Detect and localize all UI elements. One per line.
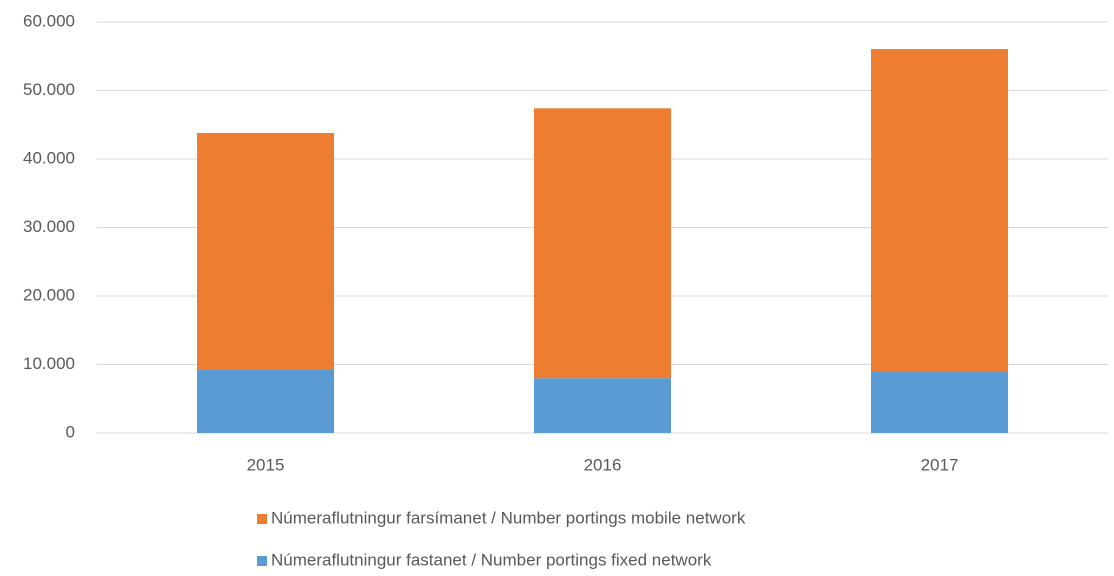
y-tick-label: 30.000 — [23, 217, 75, 236]
y-tick-label: 40.000 — [23, 148, 75, 167]
y-tick-label: 0 — [66, 422, 75, 441]
y-tick-label: 20.000 — [23, 285, 75, 304]
x-tick-label: 2015 — [247, 455, 285, 474]
y-tick-label: 60.000 — [23, 11, 75, 30]
bar-segment — [871, 49, 1008, 373]
bar-segment — [871, 372, 1008, 433]
bar-segment — [197, 132, 334, 370]
bar-segment — [534, 378, 671, 433]
legend-label: Númeraflutningur fastanet / Number porti… — [271, 550, 712, 569]
bar-segment — [197, 369, 334, 433]
y-tick-label: 10.000 — [23, 354, 75, 373]
bar-segment — [534, 108, 671, 379]
x-tick-label: 2017 — [921, 455, 959, 474]
legend-swatch — [257, 556, 267, 566]
legend-swatch — [257, 514, 267, 524]
y-tick-label: 50.000 — [23, 80, 75, 99]
x-tick-label: 2016 — [584, 455, 622, 474]
legend-label: Númeraflutningur farsímanet / Number por… — [271, 508, 746, 527]
